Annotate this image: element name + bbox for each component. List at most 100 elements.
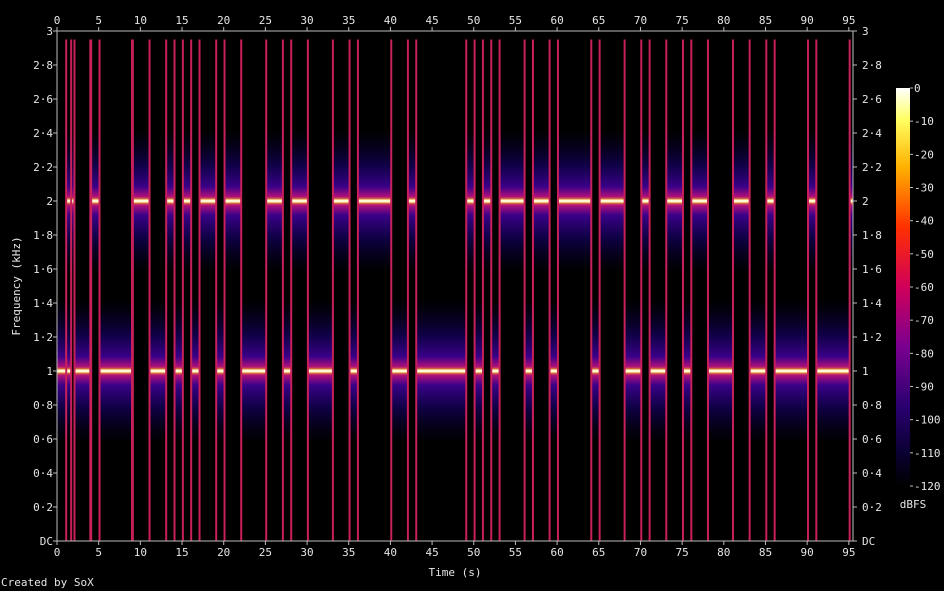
y-tick-label-right: 2·2: [862, 161, 882, 174]
tone-segment: [491, 299, 500, 443]
x-tick-label-top: 20: [217, 14, 230, 27]
tone-segment: [57, 299, 72, 443]
x-tick-label-top: 70: [634, 14, 647, 27]
colorbar-ticks: 0 -10 -20 -30 -40 -50 -60 -70 -80 -90 -100 -110 -120: [910, 82, 941, 493]
x-tick-label-top: 50: [467, 14, 480, 27]
tone-segment: [349, 299, 358, 443]
tone-segment: [357, 129, 392, 273]
y-tick-label: 3: [46, 25, 53, 38]
tone-segment: [407, 129, 417, 273]
x-tick-label-top: 10: [134, 14, 147, 27]
y-tick-label: 0·8: [33, 399, 53, 412]
tone-line: [216, 369, 225, 373]
tone-segment: [282, 299, 292, 443]
x-tick-label-top: 65: [592, 14, 605, 27]
y-tick-label: 0·2: [33, 501, 53, 514]
tone-segment: [166, 129, 175, 273]
tone-line: [774, 369, 808, 373]
tone-segment: [532, 129, 550, 273]
tone-line: [74, 369, 91, 373]
tone-segment: [241, 299, 267, 443]
y-tick-label-right: 0·4: [862, 467, 882, 480]
x-tick-label-top: 40: [384, 14, 397, 27]
colorbar-tick-label: -30: [914, 182, 934, 195]
tone-line: [307, 369, 333, 373]
x-tick-label-top: 75: [676, 14, 689, 27]
y-tick-label-right: 2·8: [862, 59, 882, 72]
credit-text: Created by SoX: [1, 576, 94, 589]
tone-segment: [774, 299, 808, 443]
tone-line: [407, 199, 417, 203]
tone-line: [266, 199, 283, 203]
tone-line: [191, 369, 200, 373]
y-tick-label-right: 1·6: [862, 263, 882, 276]
tone-segment: [624, 299, 642, 443]
tone-segment: [191, 299, 200, 443]
tone-segment: [732, 129, 750, 273]
y-tick-label-right: 1·4: [862, 297, 882, 310]
tone-line: [349, 369, 358, 373]
y-tick-label: 2: [46, 195, 53, 208]
tone-segment: [182, 129, 192, 273]
colorbar-tick-label: -80: [914, 347, 934, 360]
x-tick-label: 20: [217, 546, 230, 559]
tone-line: [524, 369, 533, 373]
x-tick-label-top: 0: [54, 14, 61, 27]
tone-segment: [174, 299, 183, 443]
y-tick-label: 0·6: [33, 433, 53, 446]
colorbar-tick-label: -10: [914, 115, 934, 128]
tone-line: [199, 199, 217, 203]
tone-line: [466, 199, 475, 203]
tone-line: [357, 199, 392, 203]
x-tick-label-top: 5: [95, 14, 102, 27]
y-tick-label-right: 2·6: [862, 93, 882, 106]
tone-line: [807, 199, 817, 203]
y-tick-label-right: 0·2: [862, 501, 882, 514]
x-tick-label: 55: [509, 546, 522, 559]
tone-segment: [816, 299, 850, 443]
tone-segment: [691, 129, 708, 273]
colorbar-tick-label: -90: [914, 381, 934, 394]
x-axis-label: Time (s): [429, 566, 482, 579]
x-tick-label: 0: [54, 546, 61, 559]
y-tick-label-right: 1·2: [862, 331, 882, 344]
y-tick-label-right: 0·8: [862, 399, 882, 412]
tone-line: [732, 199, 750, 203]
y-tick-label: 2·8: [33, 59, 53, 72]
tone-line: [666, 199, 683, 203]
tone-layer: [57, 129, 853, 443]
tone-segment: [849, 129, 853, 273]
tone-line: [599, 199, 625, 203]
x-tick-label: 65: [592, 546, 605, 559]
x-tick-label: 50: [467, 546, 480, 559]
x-tick-label: 25: [259, 546, 272, 559]
tone-segment: [707, 299, 733, 443]
tone-line: [482, 199, 492, 203]
x-tick-label: 35: [342, 546, 355, 559]
tone-segment: [649, 299, 667, 443]
y-tick-label-right: DC: [862, 535, 875, 548]
tone-line: [282, 369, 292, 373]
tone-segment: [482, 129, 492, 273]
x-tick-label-top: 55: [509, 14, 522, 27]
plot-frame: [56, 30, 854, 542]
tone-segment: [557, 129, 592, 273]
tone-line: [549, 369, 558, 373]
y-tick-label-right: 0·6: [862, 433, 882, 446]
tone-line: [132, 199, 150, 203]
tone-line: [816, 369, 850, 373]
tone-segment: [682, 299, 692, 443]
tone-segment: [132, 129, 150, 273]
tone-segment: [91, 129, 100, 273]
x-tick-label: 75: [676, 546, 689, 559]
y-tick-label: 2·2: [33, 161, 53, 174]
x-tick-label-top: 80: [717, 14, 730, 27]
y-tick-label: 1·6: [33, 263, 53, 276]
x-tick-label: 60: [550, 546, 563, 559]
x-axis: 0055101015152020252530303535404045455050…: [54, 14, 856, 559]
colorbar-tick-label: 0: [914, 82, 921, 95]
colorbar-label: dBFS: [900, 498, 927, 511]
x-tick-label: 70: [634, 546, 647, 559]
y-tick-label: 1: [46, 365, 53, 378]
